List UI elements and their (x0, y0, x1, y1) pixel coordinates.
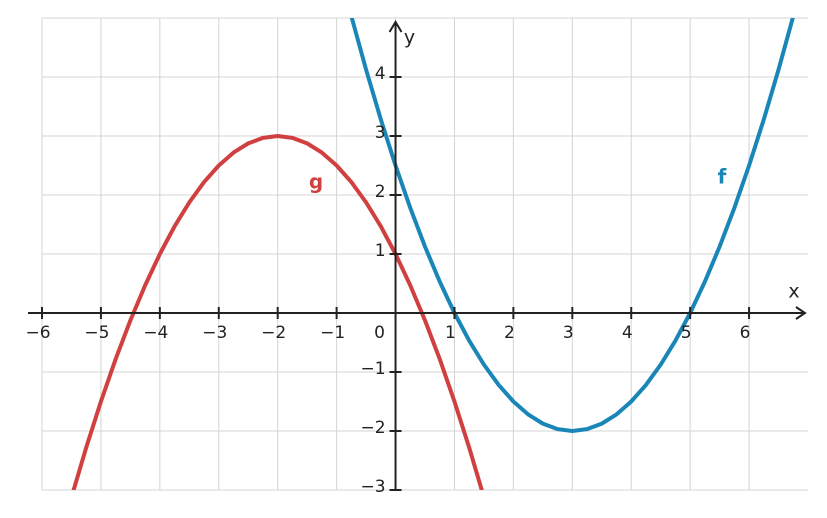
y-tick-label: −1 (360, 359, 385, 379)
x-tick-label: −4 (143, 323, 168, 343)
x-tick-label: −2 (261, 323, 286, 343)
x-tick-label: −1 (320, 323, 345, 343)
y-axis-arrow (388, 20, 403, 33)
x-axis-arrow (795, 306, 807, 320)
y-tick-label: 2 (375, 182, 386, 202)
x-tick-label: 4 (622, 323, 633, 343)
curve (71, 134, 484, 490)
y-tick-label: −2 (360, 418, 385, 438)
curve (349, 18, 795, 433)
curve-label: f (718, 165, 727, 189)
x-tick-label: −3 (202, 323, 227, 343)
curve-label: g (309, 170, 323, 194)
y-tick-label: 1 (375, 241, 386, 261)
y-axis-label: y (404, 27, 415, 49)
x-tick-label: 1 (445, 323, 456, 343)
x-tick-label: −5 (84, 323, 109, 343)
y-tick-label: 4 (375, 64, 386, 84)
y-tick-label: 3 (375, 123, 386, 143)
x-tick-label: 6 (740, 323, 751, 343)
x-axis-label: x (788, 281, 799, 303)
x-tick-label: 5 (681, 323, 692, 343)
x-tick-label: 0 (374, 323, 385, 343)
y-tick-label: −3 (360, 477, 385, 497)
x-tick-label: 2 (504, 323, 515, 343)
x-tick-label: 3 (563, 323, 574, 343)
x-tick-label: −6 (25, 323, 50, 343)
